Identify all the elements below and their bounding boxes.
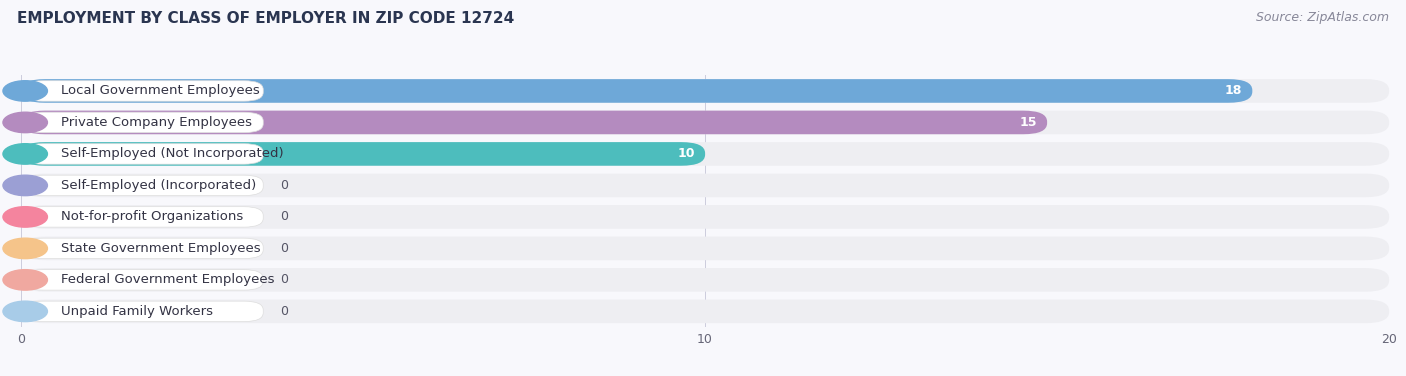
- FancyBboxPatch shape: [21, 111, 1389, 134]
- FancyBboxPatch shape: [24, 81, 263, 101]
- Text: 0: 0: [280, 211, 288, 223]
- Text: 0: 0: [280, 273, 288, 287]
- Circle shape: [3, 301, 48, 321]
- FancyBboxPatch shape: [21, 79, 1253, 103]
- FancyBboxPatch shape: [21, 142, 1389, 166]
- FancyBboxPatch shape: [21, 142, 706, 166]
- Circle shape: [3, 270, 48, 290]
- FancyBboxPatch shape: [24, 238, 263, 259]
- Text: 15: 15: [1019, 116, 1036, 129]
- Text: Source: ZipAtlas.com: Source: ZipAtlas.com: [1256, 11, 1389, 24]
- Text: 0: 0: [280, 305, 288, 318]
- Circle shape: [3, 112, 48, 133]
- FancyBboxPatch shape: [24, 270, 263, 290]
- FancyBboxPatch shape: [24, 175, 263, 196]
- FancyBboxPatch shape: [21, 174, 1389, 197]
- Text: Not-for-profit Organizations: Not-for-profit Organizations: [62, 211, 243, 223]
- Circle shape: [3, 238, 48, 259]
- Text: EMPLOYMENT BY CLASS OF EMPLOYER IN ZIP CODE 12724: EMPLOYMENT BY CLASS OF EMPLOYER IN ZIP C…: [17, 11, 515, 26]
- FancyBboxPatch shape: [21, 300, 1389, 323]
- Circle shape: [3, 81, 48, 101]
- Text: Federal Government Employees: Federal Government Employees: [62, 273, 276, 287]
- FancyBboxPatch shape: [24, 207, 263, 227]
- Circle shape: [3, 144, 48, 164]
- Text: Self-Employed (Incorporated): Self-Employed (Incorporated): [62, 179, 257, 192]
- Text: Local Government Employees: Local Government Employees: [62, 85, 260, 97]
- Text: Unpaid Family Workers: Unpaid Family Workers: [62, 305, 214, 318]
- FancyBboxPatch shape: [24, 144, 263, 164]
- Circle shape: [3, 207, 48, 227]
- FancyBboxPatch shape: [24, 112, 263, 133]
- Text: 0: 0: [280, 179, 288, 192]
- FancyBboxPatch shape: [21, 268, 1389, 292]
- FancyBboxPatch shape: [21, 79, 1389, 103]
- FancyBboxPatch shape: [21, 237, 1389, 260]
- Text: 0: 0: [280, 242, 288, 255]
- FancyBboxPatch shape: [24, 301, 263, 321]
- Text: 10: 10: [678, 147, 695, 161]
- Circle shape: [3, 175, 48, 196]
- FancyBboxPatch shape: [21, 205, 1389, 229]
- FancyBboxPatch shape: [21, 111, 1047, 134]
- Text: Private Company Employees: Private Company Employees: [62, 116, 253, 129]
- Text: Self-Employed (Not Incorporated): Self-Employed (Not Incorporated): [62, 147, 284, 161]
- Text: State Government Employees: State Government Employees: [62, 242, 262, 255]
- Text: 18: 18: [1225, 85, 1241, 97]
